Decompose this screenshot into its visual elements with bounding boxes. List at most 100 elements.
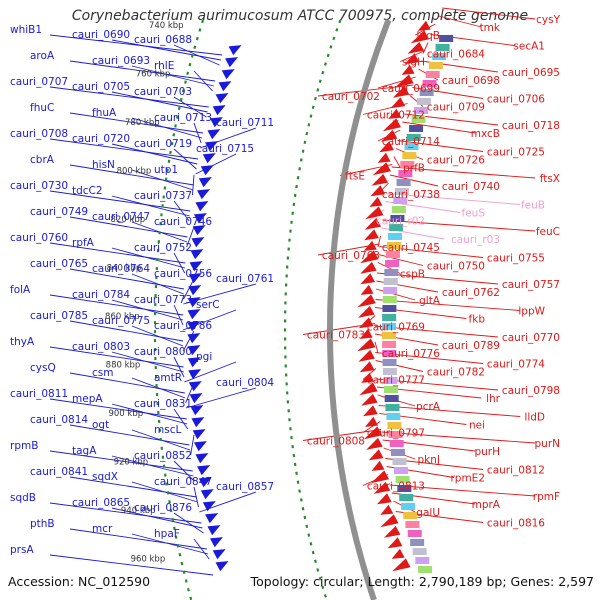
reverse-gene-label: feuB (521, 200, 545, 212)
reverse-gene-label: feuC (536, 226, 560, 238)
forward-connector-line (69, 476, 197, 498)
reverse-connector-line (402, 121, 476, 134)
reverse-gene-arrow (380, 129, 398, 142)
forward-gene-label: cysQ (30, 362, 56, 374)
forward-gene-arrow (188, 285, 202, 296)
reverse-gene-arrow (392, 85, 410, 98)
reverse-connector-line (382, 219, 536, 232)
reverse-gene-arrow (360, 250, 379, 264)
forward-gene-label: whiB1 (10, 24, 42, 36)
reverse-gene-arrow (360, 261, 377, 274)
reverse-gene-label: prfB (403, 163, 425, 175)
forward-gene-label: sqdB (10, 492, 36, 504)
kbp-tick-label: 900 kbp (108, 409, 143, 419)
forward-gene-label: folA (10, 284, 31, 296)
feature-density-block (384, 395, 399, 402)
reverse-gene-label: cauri_0699 (382, 83, 440, 95)
forward-gene-arrow (207, 129, 221, 140)
kbp-tick-label: 960 kbp (131, 555, 166, 565)
reverse-gene-label: ftsE (345, 171, 365, 183)
forward-connector-line (69, 164, 194, 186)
forward-connector-line (173, 304, 184, 326)
forward-gene-label: fhuA (92, 107, 117, 119)
feature-density-block (397, 485, 412, 492)
reverse-connector-line (389, 174, 439, 187)
reverse-gene-label: cauri_0718 (502, 120, 560, 132)
forward-connector-line (69, 216, 188, 238)
reverse-gene-label: cauri_0725 (487, 147, 545, 159)
forward-gene-label: cauri_0749 (30, 206, 88, 218)
reverse-gene-label: rpmF (533, 491, 560, 503)
forward-gene-label: cauri_0720 (72, 133, 130, 145)
forward-connector-line (111, 91, 208, 113)
reverse-connector-line (397, 140, 484, 152)
kbp-tick-label: 760 kbp (136, 70, 171, 80)
feature-density-block (422, 80, 437, 87)
feature-density-block (400, 161, 415, 168)
forward-gene-arrow (198, 477, 212, 488)
forward-gene-label: cauri_0786 (154, 320, 212, 332)
forward-connector-line (49, 554, 214, 576)
reverse-gene-arrow (364, 217, 382, 230)
forward-gene-label: hisN (92, 159, 115, 171)
reverse-gene-arrow (369, 196, 383, 207)
reverse-gene-label: cauri_0684 (427, 49, 485, 61)
reverse-gene-arrow (371, 460, 385, 471)
forward-connector-line (111, 351, 184, 373)
forward-gene-arrow (198, 177, 212, 188)
forward-gene-label: cauri_0737 (134, 190, 192, 202)
reverse-connector-line (386, 193, 521, 205)
forward-gene-label: cauri_0760 (10, 232, 68, 244)
feature-density-block (382, 314, 397, 321)
forward-gene-arrow (205, 513, 219, 524)
reverse-gene-arrow (395, 74, 414, 88)
forward-gene-label: cauri_0764 (92, 263, 150, 275)
forward-connector-line (49, 294, 184, 316)
feature-density-block (404, 143, 419, 150)
reverse-gene-label: nei (469, 420, 485, 432)
forward-gene-arrow (212, 105, 226, 116)
reverse-gene-label: mprA (472, 499, 501, 511)
forward-connector-line (49, 398, 187, 420)
reverse-gene-label: cauri_0776 (382, 348, 440, 360)
reverse-gene-arrow (401, 64, 415, 75)
reverse-gene-label: lpqB (417, 30, 440, 42)
forward-connector-line (49, 190, 191, 212)
forward-gene-label: cauri_0775 (92, 315, 150, 327)
feature-density-block (384, 269, 399, 276)
feature-density-block (415, 557, 430, 564)
forward-gene-arrow (190, 249, 204, 260)
reverse-gene-arrow (361, 372, 375, 383)
reverse-gene-label: sigH (402, 57, 425, 69)
feature-density-block (401, 503, 416, 510)
forward-gene-arrow (197, 465, 211, 476)
feature-density-block (406, 134, 421, 141)
forward-connector-line (173, 460, 195, 482)
kbp-tick-label: 780 kbp (125, 118, 160, 128)
forward-gene-label: ogt (92, 419, 109, 431)
feature-density-block (383, 377, 398, 384)
gc-skew-track (283, 19, 342, 600)
reverse-gene-label: rpmE2 (450, 473, 485, 485)
connector-lines (49, 7, 536, 576)
feature-density-block (405, 521, 420, 528)
forward-gene-arrow (193, 213, 207, 224)
reverse-gene-label: cauri_0769 (367, 322, 425, 334)
reverse-connector-line (362, 421, 381, 433)
reverse-gene-arrow (365, 416, 379, 427)
feature-blocks (187, 20, 454, 573)
forward-connector-line (69, 268, 185, 290)
kbp-tick-label: 740 kbp (149, 21, 184, 31)
forward-gene-arrow (188, 273, 202, 284)
reverse-gene-label: cauri_0695 (502, 67, 560, 79)
forward-gene-label: cauri_0705 (72, 81, 130, 93)
feature-density-block (382, 359, 397, 366)
reverse-gene-arrow (387, 537, 403, 549)
forward-connector-line (186, 226, 195, 248)
forward-gene-arrow (205, 141, 219, 152)
forward-connector-line (69, 320, 184, 342)
feature-density-block (383, 386, 398, 393)
reverse-gene-label: pknJ (418, 454, 441, 466)
feature-density-block (435, 44, 450, 51)
reverse-gene-label: cauri_0808 (307, 436, 365, 448)
